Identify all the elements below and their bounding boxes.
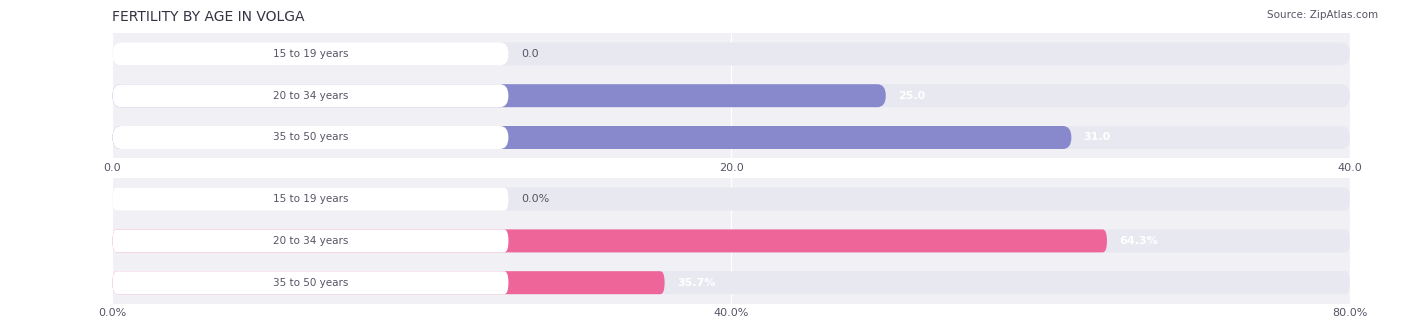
Text: 64.3%: 64.3% (1119, 236, 1159, 246)
FancyBboxPatch shape (112, 84, 509, 107)
Text: 35.7%: 35.7% (678, 278, 716, 288)
FancyBboxPatch shape (112, 229, 1350, 252)
Text: 20 to 34 years: 20 to 34 years (273, 91, 349, 101)
Text: 0.0%: 0.0% (520, 194, 548, 204)
Text: 20 to 34 years: 20 to 34 years (273, 236, 349, 246)
FancyBboxPatch shape (112, 229, 509, 252)
Text: FERTILITY BY AGE IN VOLGA: FERTILITY BY AGE IN VOLGA (112, 10, 305, 24)
Text: 15 to 19 years: 15 to 19 years (273, 194, 349, 204)
FancyBboxPatch shape (112, 84, 1350, 107)
Text: 35 to 50 years: 35 to 50 years (273, 278, 349, 288)
Text: 35 to 50 years: 35 to 50 years (273, 133, 349, 143)
FancyBboxPatch shape (112, 229, 509, 252)
FancyBboxPatch shape (112, 84, 509, 107)
FancyBboxPatch shape (112, 229, 1107, 252)
Text: 31.0: 31.0 (1084, 133, 1111, 143)
Text: 0.0: 0.0 (520, 49, 538, 59)
FancyBboxPatch shape (112, 271, 1350, 294)
FancyBboxPatch shape (112, 271, 509, 294)
FancyBboxPatch shape (112, 126, 509, 149)
FancyBboxPatch shape (112, 271, 509, 294)
FancyBboxPatch shape (112, 187, 1350, 211)
FancyBboxPatch shape (112, 126, 1071, 149)
Text: 15 to 19 years: 15 to 19 years (273, 49, 349, 59)
FancyBboxPatch shape (112, 187, 509, 211)
FancyBboxPatch shape (112, 271, 665, 294)
FancyBboxPatch shape (112, 126, 509, 149)
FancyBboxPatch shape (112, 84, 886, 107)
FancyBboxPatch shape (112, 126, 1350, 149)
Text: 25.0: 25.0 (898, 91, 925, 101)
FancyBboxPatch shape (112, 42, 509, 65)
FancyBboxPatch shape (112, 42, 1350, 65)
Text: Source: ZipAtlas.com: Source: ZipAtlas.com (1267, 10, 1378, 20)
